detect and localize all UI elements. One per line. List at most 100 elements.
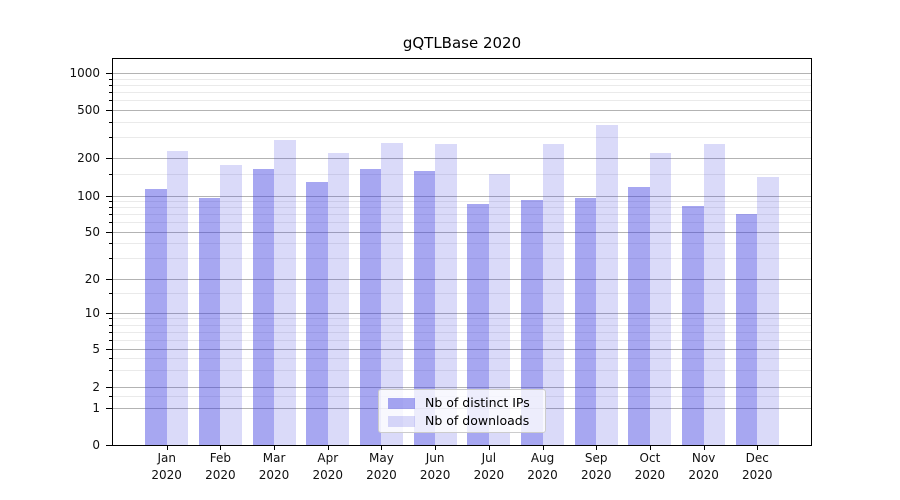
y-tick-mark-200	[106, 158, 112, 159]
gridline-minor-70	[113, 214, 811, 216]
bar-downloads-dec-2020	[757, 176, 779, 445]
y-tick-mark-minor-700	[109, 92, 112, 94]
gridline-minor-30	[113, 257, 811, 259]
gridline-minor-90	[113, 200, 811, 202]
bar-downloads-feb-2020	[220, 165, 242, 445]
y-tick-label-1: 1	[92, 401, 100, 415]
x-tick-label-line-month: Jun	[425, 451, 445, 465]
y-tick-mark-minor-30	[109, 257, 112, 259]
y-tick-mark-500	[106, 110, 112, 111]
x-tick-mark-jun-2020	[435, 446, 437, 450]
x-tick-label-may-2020: May 2020	[339, 450, 423, 484]
x-tick-label-jun-2020: Jun 2020	[393, 450, 477, 484]
bar-downloads-mar-2020	[274, 140, 296, 445]
y-tick-mark-minor-3	[109, 370, 112, 372]
x-tick-label-line-month: Mar	[262, 451, 286, 465]
x-tick-label-line-year: 2020	[419, 468, 451, 482]
gridline-major-100	[113, 195, 811, 197]
x-tick-mark-sep-2020	[596, 446, 598, 450]
y-tick-mark-1	[106, 408, 112, 409]
y-tick-label-1000: 1000	[69, 66, 100, 80]
y-tick-mark-20	[106, 279, 112, 280]
bar-ips-oct-2020	[628, 186, 650, 445]
x-tick-label-line-month: Jan	[157, 451, 176, 465]
y-tick-mark-50	[106, 231, 112, 233]
y-tick-label-10: 10	[84, 306, 100, 320]
y-tick-mark-5	[106, 349, 112, 350]
x-tick-label-jan-2020: Jan 2020	[125, 450, 209, 484]
y-tick-mark-minor-4	[109, 358, 112, 360]
y-tick-mark-minor-800	[109, 84, 112, 86]
gridline-major-2	[113, 387, 811, 388]
x-tick-label-line-year: 2020	[258, 468, 290, 482]
x-tick-label-line-month: Nov	[691, 451, 716, 465]
x-tick-label-line-year: 2020	[688, 468, 719, 482]
x-tick-label-line-year: 2020	[205, 468, 236, 482]
x-tick-label-line-year: 2020	[527, 468, 558, 482]
y-tick-mark-minor-70	[109, 214, 112, 216]
bar-downloads-jul-2020	[488, 173, 511, 445]
bar-ips-sep-2020	[574, 197, 597, 445]
gridline-minor-7	[113, 331, 811, 333]
y-tick-label-100: 100	[77, 188, 100, 203]
gridline-major-5	[113, 349, 811, 350]
y-tick-mark-minor-90	[109, 200, 112, 202]
y-tick-mark-minor-60	[109, 222, 112, 224]
x-tick-mark-mar-2020	[274, 446, 276, 450]
bar-downloads-jun-2020	[435, 143, 457, 445]
legend-label-downloads: Nb of downloads	[425, 413, 530, 428]
x-tick-label-line-month: Oct	[639, 451, 661, 465]
x-tick-label-mar-2020: Mar 2020	[232, 450, 316, 484]
gridline-minor-600	[113, 100, 811, 102]
x-tick-label-jul-2020: Jul 2020	[447, 450, 531, 484]
gridline-minor-900	[113, 78, 811, 80]
gridline-minor-6	[113, 339, 811, 341]
x-tick-mark-feb-2020	[220, 446, 222, 450]
gridline-minor-700	[113, 92, 811, 94]
x-tick-mark-jul-2020	[488, 446, 490, 450]
x-tick-label-line-year: 2020	[580, 468, 612, 482]
y-tick-mark-minor-7	[109, 331, 112, 333]
gridline-minor-40	[113, 243, 811, 245]
x-tick-mark-oct-2020	[649, 446, 651, 450]
bar-downloads-apr-2020	[327, 153, 350, 445]
gridline-minor-800	[113, 84, 811, 86]
gridline-major-1000	[113, 73, 811, 74]
y-tick-label-200: 200	[77, 151, 100, 165]
bar-ips-jan-2020	[145, 189, 167, 445]
bar-downloads-oct-2020	[649, 153, 672, 445]
x-tick-label-line-year: 2020	[312, 468, 344, 482]
y-tick-mark-minor-8	[109, 324, 112, 326]
legend-item-distinct-ips: Nb of distinct IPs	[388, 394, 537, 412]
bar-ips-dec-2020	[735, 214, 758, 445]
y-tick-mark-2	[106, 387, 112, 388]
bar-ips-feb-2020	[198, 198, 221, 445]
legend: Nb of distinct IPs Nb of downloads	[378, 389, 546, 433]
y-tick-label-2: 2	[92, 380, 100, 394]
legend-label-distinct-ips: Nb of distinct IPs	[425, 395, 530, 410]
x-tick-label-line-month: May	[369, 451, 394, 465]
bar-ips-jun-2020	[413, 170, 436, 445]
gridline-major-10	[113, 313, 811, 314]
x-tick-label-line-year: 2020	[366, 468, 397, 482]
x-tick-mark-may-2020	[381, 446, 383, 450]
x-tick-mark-apr-2020	[327, 446, 329, 450]
x-tick-label-line-year: 2020	[634, 468, 666, 482]
x-tick-label-dec-2020: Dec 2020	[715, 450, 799, 484]
x-tick-mark-aug-2020	[542, 446, 544, 450]
gridline-minor-15	[113, 293, 811, 295]
gridline-minor-8	[113, 324, 811, 326]
gridline-major-200	[113, 158, 811, 159]
y-tick-label-50: 50	[84, 224, 100, 239]
y-tick-mark-minor-40	[109, 243, 112, 245]
chart-title: gQTLBase 2020	[402, 34, 522, 52]
x-tick-mark-nov-2020	[703, 446, 705, 450]
y-tick-mark-minor-1.5	[109, 395, 112, 397]
bar-ips-jul-2020	[467, 203, 489, 445]
y-tick-label-20: 20	[84, 272, 100, 286]
x-tick-mark-jan-2020	[166, 446, 168, 450]
gridline-major-20	[113, 279, 811, 280]
bar-downloads-may-2020	[381, 142, 403, 445]
bar-ips-mar-2020	[252, 169, 275, 445]
